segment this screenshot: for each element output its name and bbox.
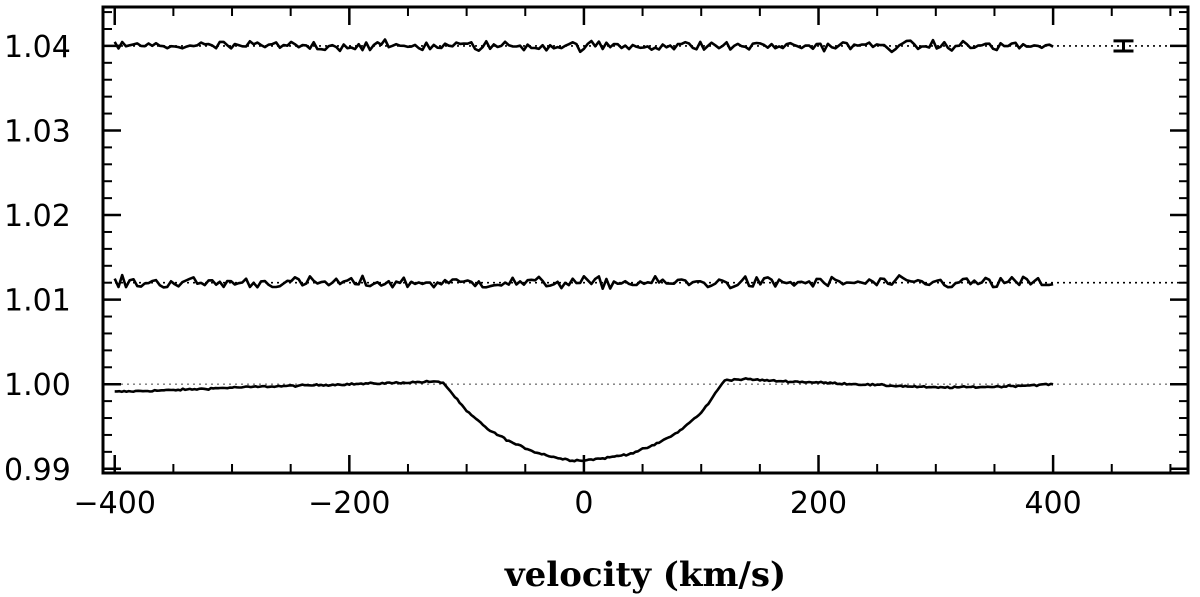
x-tick-label: −400: [74, 486, 156, 521]
error-bar: [1113, 39, 1134, 53]
tick-labels: −400 −200 0 200 400 0.99 1.00 1.01 1.02 1.03 1.04: [4, 30, 1082, 521]
x-tick-label: 0: [574, 486, 593, 521]
plot-frame: [101, 5, 1190, 475]
x-tick-label: 200: [790, 486, 847, 521]
series-group: [113, 38, 1054, 463]
y-tick-label: 1.02: [4, 199, 71, 234]
series-line-1: [113, 273, 1054, 290]
y-tick-label: 1.03: [4, 114, 71, 149]
y-tick-label: 1.01: [4, 284, 71, 319]
reference-lines: [103, 45, 1188, 385]
axis-ticks: [103, 7, 1188, 473]
y-tick-label: 1.00: [4, 368, 71, 403]
x-tick-label: 400: [1024, 486, 1081, 521]
x-tick-label: −200: [308, 486, 390, 521]
series-line-0: [114, 377, 1054, 463]
y-tick-label: 1.04: [4, 30, 71, 65]
y-tick-label: 0.99: [4, 453, 71, 488]
series-line-2: [113, 38, 1054, 54]
x-axis-title: velocity (km/s): [504, 555, 786, 595]
